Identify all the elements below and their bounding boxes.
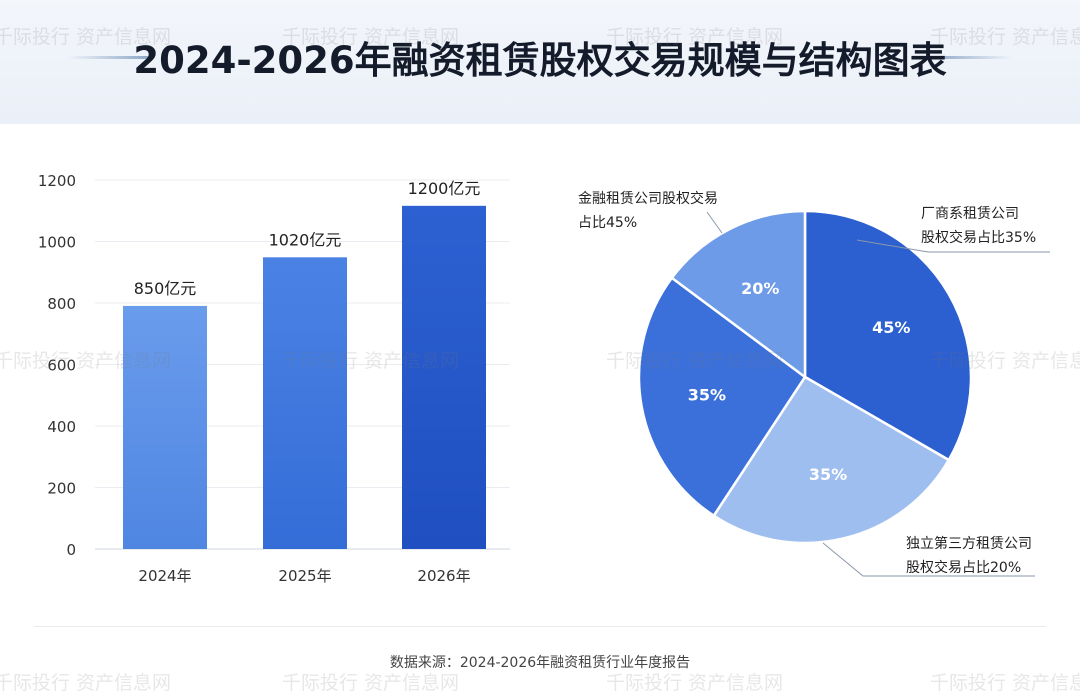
- pie-annotation: 股权交易占比35%: [921, 229, 1036, 246]
- y-tick-label: 800: [47, 295, 76, 313]
- bar-value-label: 1200亿元: [408, 179, 481, 198]
- annotation-leader: [706, 211, 723, 234]
- pie-slice: [637, 276, 807, 518]
- pie-annotation: 股权交易占比20%: [906, 559, 1021, 576]
- y-tick-label: 0: [66, 541, 76, 559]
- y-tick-label: 600: [47, 357, 76, 375]
- pie-slice: [712, 375, 951, 545]
- pie-slice-label: 45%: [872, 318, 910, 337]
- y-tick-label: 1200: [38, 172, 76, 190]
- y-tick-label: 400: [47, 418, 76, 436]
- pie-slice-label: 20%: [741, 279, 779, 298]
- footer-divider: [34, 626, 1046, 627]
- pie-slice-label: 35%: [809, 465, 847, 484]
- pie-slice: [670, 209, 807, 380]
- title-rule-left: [68, 56, 148, 59]
- pie-annotation: 厂商系租赁公司: [921, 206, 1019, 222]
- x-tick-label: 2024年: [138, 567, 191, 585]
- x-tick-label: 2026年: [417, 567, 470, 585]
- bar-2026年: [402, 205, 486, 549]
- pie-annotation: 金融租赁公司股权交易: [578, 190, 718, 207]
- bar-2025年: [263, 257, 347, 549]
- y-tick-label: 1000: [38, 234, 76, 252]
- x-tick-label: 2025年: [278, 567, 331, 585]
- header-band: 2024-2026年融资租赁股权交易规模与结构图表: [0, 0, 1080, 124]
- pie-annotation: 占比45%: [578, 215, 637, 231]
- source-note: 数据来源：2024-2026年融资租赁行业年度报告: [389, 655, 691, 671]
- annotation-leader: [822, 542, 1035, 577]
- annotation-leader: [856, 239, 1050, 253]
- y-tick-label: 200: [47, 480, 76, 498]
- pie-slice-label: 35%: [688, 385, 726, 404]
- page-title: 2024-2026年融资租赁股权交易规模与结构图表: [133, 39, 947, 82]
- pie-slice: [803, 209, 973, 462]
- bar-value-label: 850亿元: [134, 279, 197, 298]
- bar-value-label: 1020亿元: [269, 230, 342, 249]
- bar-2024年: [123, 305, 207, 549]
- pie-annotation: 独立第三方租赁公司: [906, 535, 1032, 552]
- title-rule-right: [932, 56, 1012, 59]
